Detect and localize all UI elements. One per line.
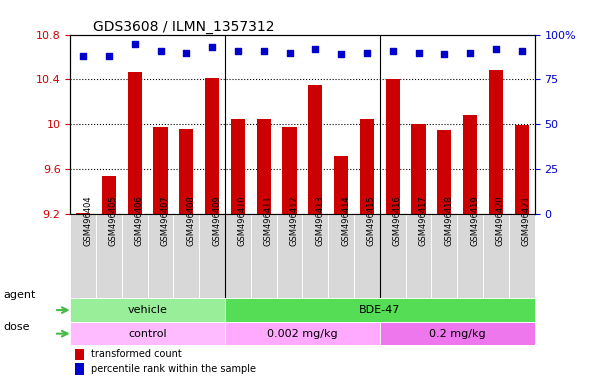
Bar	[251, 214, 277, 298]
Point	[181, 50, 191, 56]
Bar	[179, 129, 194, 214]
Text: 0.002 mg/kg: 0.002 mg/kg	[267, 329, 338, 339]
Text: GSM496419: GSM496419	[470, 195, 479, 246]
Text: GSM496408: GSM496408	[186, 195, 196, 246]
Bar	[225, 298, 535, 322]
Bar	[354, 214, 380, 298]
Bar	[225, 322, 380, 346]
Bar	[509, 214, 535, 298]
Point	[207, 44, 217, 50]
Bar	[282, 127, 297, 214]
Text: agent: agent	[3, 290, 35, 300]
Bar	[406, 214, 431, 298]
Point	[362, 50, 372, 56]
Text: percentile rank within the sample: percentile rank within the sample	[91, 364, 256, 374]
Bar	[302, 214, 328, 298]
Bar	[463, 115, 477, 214]
Bar	[75, 349, 84, 360]
Bar	[386, 79, 400, 214]
Bar	[380, 214, 406, 298]
Point	[104, 53, 114, 59]
Bar	[380, 322, 535, 346]
Text: GSM496413: GSM496413	[315, 195, 324, 246]
Point	[517, 48, 527, 54]
Text: GSM496415: GSM496415	[367, 195, 376, 246]
Point	[78, 53, 88, 59]
Point	[310, 46, 320, 52]
Bar	[76, 213, 90, 214]
Bar	[309, 85, 323, 214]
Text: BDE-47: BDE-47	[359, 305, 401, 315]
Point	[130, 40, 140, 46]
Bar	[205, 78, 219, 214]
Text: GSM496406: GSM496406	[135, 195, 144, 246]
Text: GSM496416: GSM496416	[393, 195, 402, 246]
Bar	[277, 214, 302, 298]
Bar	[411, 124, 426, 214]
Bar	[148, 214, 174, 298]
Point	[414, 50, 423, 56]
Text: GSM496404: GSM496404	[83, 195, 92, 246]
Text: GSM496412: GSM496412	[290, 195, 299, 246]
Point	[233, 48, 243, 54]
Text: GSM496409: GSM496409	[212, 195, 221, 246]
Text: control: control	[128, 329, 167, 339]
Text: GSM496410: GSM496410	[238, 195, 247, 246]
Point	[388, 48, 398, 54]
Point	[156, 48, 166, 54]
Bar	[199, 214, 225, 298]
Bar	[70, 214, 96, 298]
Point	[259, 48, 269, 54]
Point	[465, 50, 475, 56]
Bar	[328, 214, 354, 298]
Text: GSM496411: GSM496411	[264, 195, 273, 246]
Bar	[75, 363, 84, 375]
Bar	[122, 214, 148, 298]
Text: transformed count: transformed count	[91, 349, 182, 359]
Bar	[70, 298, 225, 322]
Bar	[360, 119, 374, 214]
Bar	[225, 214, 251, 298]
Text: GSM496418: GSM496418	[444, 195, 453, 246]
Bar	[489, 71, 503, 214]
Point	[439, 51, 449, 57]
Bar	[174, 214, 199, 298]
Text: GSM496421: GSM496421	[522, 195, 531, 246]
Text: GSM496414: GSM496414	[341, 195, 350, 246]
Bar	[128, 71, 142, 214]
Text: GSM496407: GSM496407	[161, 195, 170, 246]
Bar	[457, 214, 483, 298]
Bar	[96, 214, 122, 298]
Text: GSM496405: GSM496405	[109, 195, 118, 246]
Bar	[231, 119, 245, 214]
Bar	[334, 156, 348, 214]
Text: 0.2 mg/kg: 0.2 mg/kg	[429, 329, 486, 339]
Point	[491, 46, 501, 52]
Text: vehicle: vehicle	[128, 305, 167, 315]
Bar	[70, 322, 225, 346]
Bar	[514, 126, 529, 214]
Text: GDS3608 / ILMN_1357312: GDS3608 / ILMN_1357312	[93, 20, 275, 33]
Bar	[257, 119, 271, 214]
Text: GSM496420: GSM496420	[496, 195, 505, 246]
Bar	[431, 214, 457, 298]
Point	[336, 51, 346, 57]
Text: dose: dose	[3, 322, 29, 332]
Text: GSM496417: GSM496417	[419, 195, 428, 246]
Bar	[102, 176, 116, 214]
Bar	[153, 127, 167, 214]
Bar	[437, 130, 452, 214]
Bar	[483, 214, 509, 298]
Point	[285, 50, 295, 56]
